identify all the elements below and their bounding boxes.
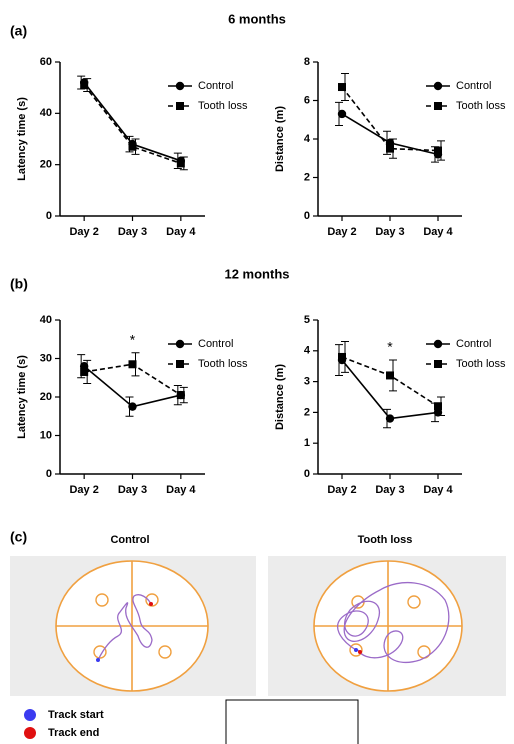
marker xyxy=(129,143,137,151)
series-line xyxy=(342,357,438,406)
y-axis-label: Latency time (s) xyxy=(16,97,28,181)
y-tick-label: 20 xyxy=(40,391,52,403)
legend-label: Tooth loss xyxy=(456,100,506,112)
x-tick-label: Day 2 xyxy=(69,226,98,238)
x-tick-label: Day 3 xyxy=(375,226,404,238)
x-tick-label: Day 3 xyxy=(118,484,147,496)
marker xyxy=(434,147,442,155)
marker xyxy=(176,102,184,110)
marker xyxy=(434,340,442,348)
legend-dot xyxy=(24,727,36,739)
y-tick-label: 3 xyxy=(304,376,310,388)
marker xyxy=(338,110,346,118)
marker xyxy=(338,83,346,91)
annotation: * xyxy=(387,339,393,355)
y-tick-label: 2 xyxy=(304,171,310,183)
x-tick-label: Day 4 xyxy=(423,484,453,496)
marker xyxy=(80,368,88,376)
marker xyxy=(338,353,346,361)
frame xyxy=(226,700,358,744)
marker xyxy=(434,402,442,410)
x-tick-label: Day 3 xyxy=(375,484,404,496)
y-tick-label: 10 xyxy=(40,429,52,441)
y-axis-label: Latency time (s) xyxy=(16,355,28,439)
panel-title: 12 months xyxy=(224,266,289,281)
panel-label: (c) xyxy=(10,529,27,545)
y-tick-label: 0 xyxy=(304,210,310,222)
marker xyxy=(386,145,394,153)
y-tick-label: 0 xyxy=(46,468,52,480)
legend-label: Track start xyxy=(48,709,104,721)
y-tick-label: 40 xyxy=(40,107,52,119)
y-tick-label: 1 xyxy=(304,437,310,449)
legend-label: Control xyxy=(456,338,491,350)
marker xyxy=(129,360,137,368)
y-tick-label: 40 xyxy=(40,314,52,326)
marker xyxy=(386,414,394,422)
maze-group: Tooth loss xyxy=(358,534,413,546)
series-line xyxy=(84,364,181,395)
x-tick-label: Day 4 xyxy=(166,226,196,238)
y-tick-label: 60 xyxy=(40,56,52,68)
y-axis-label: Distance (m) xyxy=(274,364,286,430)
figure: (a) 6 months (b) 12 months (c) Control T… xyxy=(0,0,514,744)
maze-group: Control xyxy=(110,534,149,546)
legend-dot xyxy=(24,709,36,721)
y-tick-label: 2 xyxy=(304,406,310,418)
x-tick-label: Day 3 xyxy=(118,226,147,238)
marker xyxy=(177,159,185,167)
y-tick-label: 4 xyxy=(304,133,311,145)
legend-label: Control xyxy=(198,80,233,92)
x-tick-label: Day 4 xyxy=(423,226,453,238)
panel-label: (a) xyxy=(10,23,27,39)
legend-label: Tooth loss xyxy=(198,358,248,370)
legend-label: Tooth loss xyxy=(198,100,248,112)
legend-label: Track end xyxy=(48,727,99,739)
legend-label: Control xyxy=(198,338,233,350)
y-axis-label: Distance (m) xyxy=(274,106,286,172)
y-tick-label: 8 xyxy=(304,56,310,68)
y-tick-label: 4 xyxy=(304,345,311,357)
legend-label: Control xyxy=(456,80,491,92)
x-tick-label: Day 4 xyxy=(166,484,196,496)
panel-title: 6 months xyxy=(228,11,286,26)
marker xyxy=(80,81,88,89)
marker xyxy=(176,82,184,90)
annotation: * xyxy=(130,331,136,347)
marker xyxy=(128,402,136,410)
marker xyxy=(177,391,185,399)
y-tick-label: 0 xyxy=(46,210,52,222)
marker xyxy=(434,102,442,110)
marker xyxy=(176,340,184,348)
x-tick-label: Day 2 xyxy=(327,226,356,238)
x-tick-label: Day 2 xyxy=(69,484,98,496)
y-tick-label: 0 xyxy=(304,468,310,480)
panel-label: (b) xyxy=(10,276,28,292)
marker xyxy=(434,360,442,368)
legend-label: Tooth loss xyxy=(456,358,506,370)
y-tick-label: 20 xyxy=(40,159,52,171)
marker xyxy=(434,82,442,90)
y-tick-label: 6 xyxy=(304,94,310,106)
maze-image xyxy=(10,556,256,696)
y-tick-label: 30 xyxy=(40,352,52,364)
x-tick-label: Day 2 xyxy=(327,484,356,496)
marker xyxy=(176,360,184,368)
y-tick-label: 5 xyxy=(304,314,310,326)
marker xyxy=(386,371,394,379)
maze-image xyxy=(268,556,506,696)
